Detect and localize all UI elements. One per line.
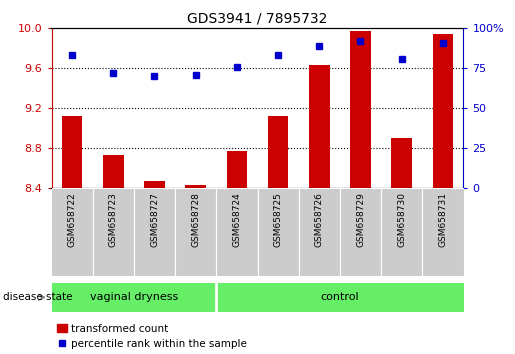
Bar xyxy=(62,116,82,188)
Bar xyxy=(309,65,330,188)
Bar xyxy=(216,188,258,276)
Bar xyxy=(381,188,422,276)
Bar xyxy=(216,283,464,312)
Bar xyxy=(340,188,381,276)
Title: GDS3941 / 7895732: GDS3941 / 7895732 xyxy=(187,12,328,26)
Bar xyxy=(185,185,206,188)
Text: GSM658722: GSM658722 xyxy=(67,192,77,247)
Text: GSM658724: GSM658724 xyxy=(232,192,242,247)
Bar xyxy=(350,31,371,188)
Bar xyxy=(52,283,216,312)
Bar xyxy=(134,188,175,276)
Text: control: control xyxy=(320,292,359,302)
Text: GSM658723: GSM658723 xyxy=(109,192,118,247)
Bar xyxy=(103,155,124,188)
Bar xyxy=(175,188,216,276)
Bar xyxy=(93,188,134,276)
Text: GSM658729: GSM658729 xyxy=(356,192,365,247)
Text: GSM658727: GSM658727 xyxy=(150,192,159,247)
Text: GSM658731: GSM658731 xyxy=(438,192,448,247)
Bar xyxy=(144,181,165,188)
Text: GSM658725: GSM658725 xyxy=(273,192,283,247)
Text: disease state: disease state xyxy=(3,292,72,302)
Bar xyxy=(268,116,288,188)
Legend: transformed count, percentile rank within the sample: transformed count, percentile rank withi… xyxy=(57,324,247,349)
Bar xyxy=(52,188,93,276)
Bar xyxy=(258,188,299,276)
Bar xyxy=(433,34,453,188)
Text: GSM658726: GSM658726 xyxy=(315,192,324,247)
Text: GSM658730: GSM658730 xyxy=(397,192,406,247)
Bar xyxy=(422,188,464,276)
Text: GSM658728: GSM658728 xyxy=(191,192,200,247)
Bar xyxy=(299,188,340,276)
Text: vaginal dryness: vaginal dryness xyxy=(90,292,178,302)
Bar xyxy=(391,138,412,188)
Bar xyxy=(227,151,247,188)
